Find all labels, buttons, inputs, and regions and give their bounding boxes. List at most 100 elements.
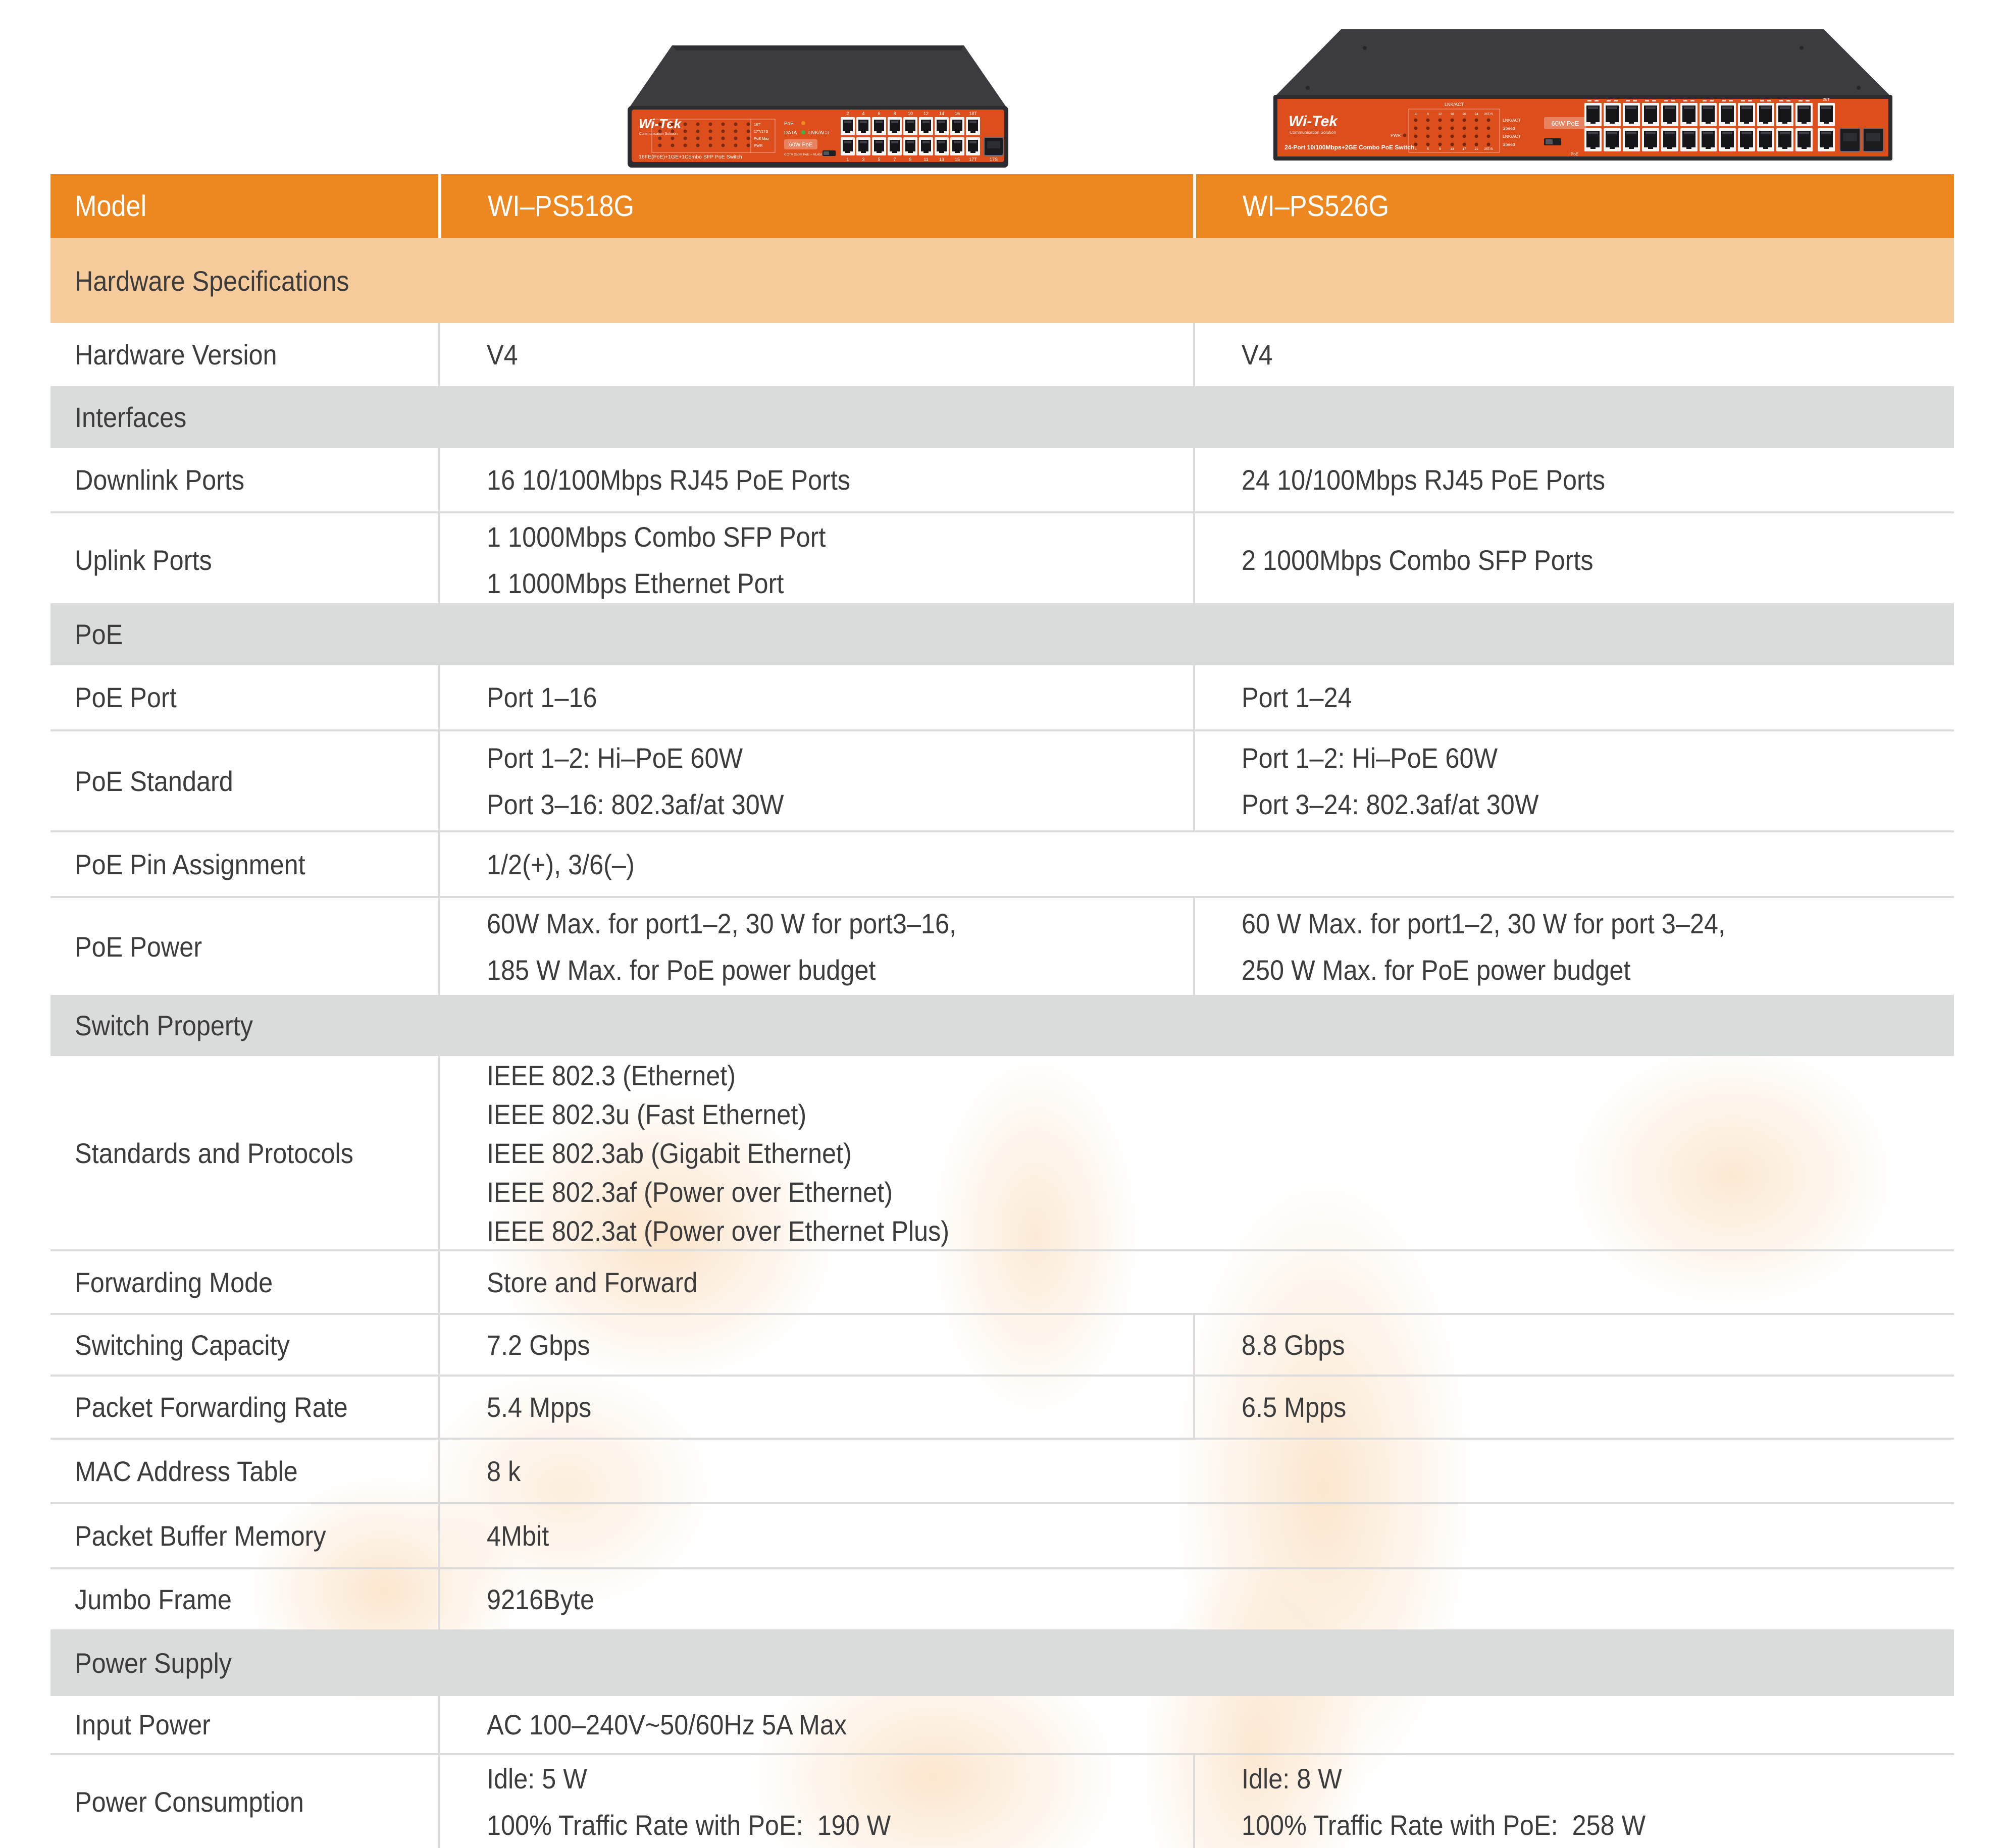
led-header: LNK/ACT bbox=[1445, 102, 1464, 107]
svg-text:13: 13 bbox=[939, 157, 944, 162]
svg-text:8: 8 bbox=[1427, 113, 1429, 116]
screw-icon bbox=[1363, 46, 1367, 50]
spec-row-poe-power: PoE Power 60W Max. for port1–2, 30 W for … bbox=[50, 896, 1954, 995]
value-cell-2: 60 W Max. for port1–2, 30 W for port 3–2… bbox=[1193, 898, 1954, 995]
svg-text:1: 1 bbox=[1415, 147, 1417, 151]
value-cell-span: 9216Byte bbox=[438, 1569, 1954, 1629]
cell-text: Idle: 5 W bbox=[487, 1762, 587, 1794]
row-label: PoE Standard bbox=[75, 765, 233, 797]
screw-icon bbox=[1306, 86, 1310, 90]
product-caption: 24-Port 10/100Mbps+2GE Combo PoE Switch bbox=[1284, 144, 1414, 151]
svg-text:5: 5 bbox=[878, 157, 880, 162]
value-cell-1: Port 1–2: Hi–PoE 60W Port 3–16: 802.3af/a… bbox=[438, 731, 1193, 830]
svg-text:4: 4 bbox=[1415, 113, 1417, 116]
svg-text:20: 20 bbox=[1462, 113, 1466, 116]
spec-row-jumbo-frame: Jumbo Frame 9216Byte bbox=[50, 1567, 1954, 1629]
cell-text: WI–PS526G bbox=[1243, 190, 1390, 223]
lnkact-label: LNK/ACT bbox=[808, 130, 830, 136]
led-matrix bbox=[1414, 118, 1491, 146]
value-cell-1: 16 10/100Mbps RJ45 PoE Ports bbox=[438, 448, 1193, 511]
spec-row-uplink-ports: Uplink Ports 1 1000Mbps Combo SFP Port 1 1… bbox=[50, 511, 1954, 606]
row-label: Input Power bbox=[75, 1709, 211, 1740]
link-led-icon bbox=[801, 130, 805, 134]
row-label-cell: Input Power bbox=[50, 1696, 438, 1753]
spec-row-power-consumption: Power Consumption Idle: 5 W 100% Traffic R… bbox=[50, 1753, 1954, 1848]
svg-text:18T: 18T bbox=[969, 111, 977, 116]
spec-row-switch-property: Switch Property bbox=[50, 995, 1954, 1056]
row-label: Power Consumption bbox=[75, 1785, 304, 1818]
pwr-led-icon bbox=[1403, 133, 1407, 137]
svg-text:1: 1 bbox=[846, 157, 849, 162]
row-label-cell: Model bbox=[50, 174, 438, 238]
spec-row-switching-capacity: Switching Capacity 7.2 Gbps 8.8 Gbps bbox=[50, 1313, 1954, 1375]
cell-text: Idle: 8 W bbox=[1242, 1762, 1342, 1794]
row-label: Jumbo Frame bbox=[75, 1583, 232, 1615]
spec-row-poe-port: PoE Port Port 1–16 Port 1–24 bbox=[50, 665, 1954, 729]
row-label: Downlink Ports bbox=[75, 464, 245, 496]
value-cell-span: 8 k bbox=[438, 1440, 1954, 1502]
row-label: Packet Buffer Memory bbox=[75, 1520, 326, 1552]
row-label: PoE Port bbox=[75, 681, 177, 713]
row-label-cell: PoE Standard bbox=[50, 731, 438, 830]
led-panel bbox=[651, 119, 776, 153]
switch-top-face bbox=[630, 45, 1006, 107]
brand-logo: Wi-Tek bbox=[1289, 113, 1338, 130]
row-label-cell: Hardware Version bbox=[50, 323, 438, 386]
rj45-port-block bbox=[841, 117, 980, 155]
row-label-cell: Jumbo Frame bbox=[50, 1569, 438, 1629]
spec-row-forwarding-mode: Forwarding Mode Store and Forward bbox=[50, 1249, 1954, 1313]
svg-text:Speed: Speed bbox=[1503, 126, 1515, 131]
row-label-cell: Uplink Ports bbox=[50, 513, 438, 606]
svg-text:12: 12 bbox=[923, 111, 929, 116]
model-cell-2: WI–PS526G bbox=[1193, 174, 1954, 238]
poe-badge-label: 60W PoE bbox=[1552, 120, 1579, 127]
row-label-cell: MAC Address Table bbox=[50, 1440, 438, 1502]
svg-text:10: 10 bbox=[908, 111, 913, 116]
cell-text: 1 1000Mbps Combo SFP Port bbox=[487, 520, 826, 553]
cell-text: 6.5 Mpps bbox=[1242, 1391, 1347, 1423]
poe-badge-label: 60W PoE bbox=[789, 142, 812, 148]
cell-text: IEEE 802.3u (Fast Ethernet) bbox=[487, 1098, 807, 1130]
value-cell-2: 6.5 Mpps bbox=[1193, 1377, 1954, 1438]
cell-text: 24 10/100Mbps RJ45 PoE Ports bbox=[1242, 464, 1606, 496]
value-cell-2: 24 10/100Mbps RJ45 PoE Ports bbox=[1193, 448, 1954, 511]
cell-text: Store and Forward bbox=[487, 1266, 698, 1298]
svg-text:17T/17S: 17T/17S bbox=[754, 129, 768, 134]
row-label: MAC Address Table bbox=[75, 1455, 298, 1487]
svg-text:24: 24 bbox=[1474, 113, 1478, 116]
poe-led-label: PoE bbox=[784, 121, 794, 127]
cell-text: IEEE 802.3 (Ethernet) bbox=[487, 1060, 736, 1091]
spec-row-downlink-ports: Downlink Ports 16 10/100Mbps RJ45 PoE Por… bbox=[50, 448, 1954, 511]
svg-text:6: 6 bbox=[878, 111, 880, 116]
row-label: Hardware Version bbox=[75, 339, 277, 371]
row-label-cell: Packet Buffer Memory bbox=[50, 1504, 438, 1567]
spec-row-hardware-specifications: Hardware Specifications bbox=[50, 238, 1954, 323]
cell-text: 8.8 Gbps bbox=[1242, 1329, 1345, 1361]
spec-row-model: Model WI–PS518G WI–PS526G bbox=[50, 174, 1954, 238]
row-label: Uplink Ports bbox=[75, 544, 212, 576]
row-label-cell: Switching Capacity bbox=[50, 1315, 438, 1375]
row-label: Standards and Protocols bbox=[75, 1137, 353, 1169]
row-label: Power Supply bbox=[75, 1647, 232, 1679]
row-label: PoE Pin Assignment bbox=[75, 848, 305, 880]
row-label: PoE bbox=[75, 618, 123, 650]
row-label-cell: Downlink Ports bbox=[50, 448, 438, 511]
svg-text:7: 7 bbox=[893, 157, 896, 162]
data-led-label: DATA bbox=[784, 130, 797, 136]
svg-text:2: 2 bbox=[846, 111, 849, 116]
row-label-cell: Forwarding Mode bbox=[50, 1251, 438, 1313]
row-label: Hardware Specifications bbox=[75, 265, 349, 297]
spec-row-poe-standard: PoE Standard Port 1–2: Hi–PoE 60W Port 3–1… bbox=[50, 729, 1954, 830]
value-cell-1: V4 bbox=[438, 323, 1193, 386]
cell-text: 100% Traffic Rate with PoE: 258 W bbox=[1242, 1809, 1646, 1841]
brand-tagline: Communication Solution bbox=[1290, 130, 1336, 135]
svg-text:9: 9 bbox=[1439, 147, 1441, 151]
spec-row-packet-buffer-memory: Packet Buffer Memory 4Mbit bbox=[50, 1502, 1954, 1567]
row-label: PoE Power bbox=[75, 930, 202, 963]
svg-text:Speed: Speed bbox=[1503, 142, 1515, 147]
cell-text: IEEE 802.3af (Power over Ethernet) bbox=[487, 1176, 893, 1208]
row-label-cell: PoE Pin Assignment bbox=[50, 832, 438, 896]
row-label-cell: PoE Power bbox=[50, 898, 438, 995]
row-label-cell: Standards and Protocols bbox=[50, 1056, 438, 1250]
